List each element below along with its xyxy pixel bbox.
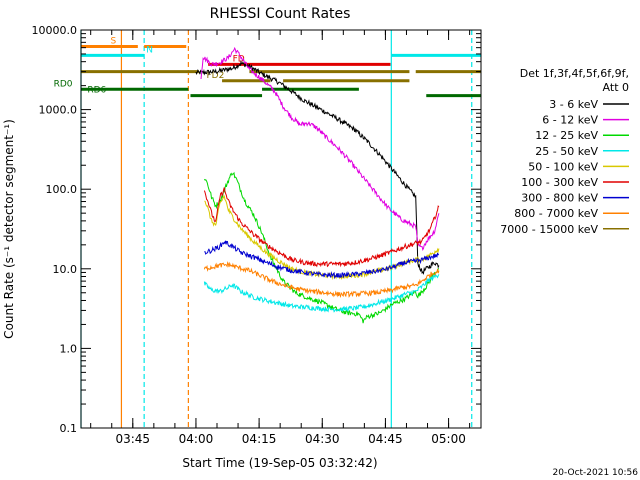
plot-frame: [80, 29, 482, 429]
flag-label-rd6: RD6: [87, 86, 106, 96]
legend-label-100-300-kev: 100 - 300 keV: [521, 176, 598, 189]
series-line-800-7000-kev: [203, 261, 440, 298]
series-line-6-12-kev: [200, 46, 440, 252]
series-line-3-6-kev: [195, 60, 440, 275]
legend: Det 1f,3f,4f,5f,6f,9f,Att 0 3 - 6 keV 6 - …: [500, 67, 629, 236]
y-tick-label: 0.1: [60, 422, 78, 435]
series-line-25-50-kev: [203, 273, 440, 313]
y-tick-label: 1.0: [60, 342, 78, 355]
x-tick-label: 04:45: [368, 432, 403, 446]
legend-label-3-6-kev: 3 - 6 keV: [549, 98, 598, 111]
chart-title: RHESSI Count Rates: [210, 6, 351, 22]
legend-header-line-1: Att 0: [603, 81, 629, 94]
series-line-50-100-kev: [204, 195, 440, 281]
data-layer: S N FD FD2 RD0 RD6: [54, 30, 481, 428]
x-tick-label: 04:15: [242, 432, 277, 446]
flag-label-fd2: FD2: [206, 71, 224, 81]
x-tick-label: 04:30: [305, 432, 340, 446]
legend-label-6-12-kev: 6 - 12 keV: [542, 114, 598, 127]
legend-label-25-50-kev: 25 - 50 keV: [535, 145, 598, 158]
legend-label-12-25-kev: 12 - 25 keV: [535, 129, 598, 142]
axes-layer: 10000.0 1000.0 100.0 10.0 1.0 0.1 03:45 04:00 04…: [32, 24, 481, 446]
flag-label-n: N: [146, 45, 153, 55]
flag-label-fd: FD: [233, 54, 245, 64]
legend-label-7000-15000-kev: 7000 - 15000 keV: [500, 223, 598, 236]
legend-label-800-7000-kev: 800 - 7000 keV: [514, 207, 598, 220]
legend-header-line-0: Det 1f,3f,4f,5f,6f,9f,: [520, 67, 629, 80]
series-line-12-25-kev: [203, 171, 439, 324]
x-axis-label: Start Time (19-Sep-05 03:32:42): [182, 456, 377, 470]
series-line-100-300-kev: [203, 187, 440, 268]
flag-label-rd0: RD0: [54, 79, 73, 89]
y-tick-label: 10.0: [53, 263, 78, 276]
series-line-300-800-kev: [204, 240, 439, 280]
y-tick-label: 10000.0: [32, 24, 78, 37]
flag-label-s: S: [110, 37, 116, 47]
legend-label-50-100-kev: 50 - 100 keV: [528, 160, 598, 173]
y-tick-label: 1000.0: [39, 104, 78, 117]
timestamp: 20-Oct-2021 10:56: [553, 468, 639, 478]
x-tick-label: 04:00: [179, 432, 214, 446]
y-axis-label: Count Rate (s⁻¹ detector segment⁻¹): [2, 119, 16, 339]
y-tick-label: 100.0: [46, 183, 78, 196]
x-tick-label: 03:45: [115, 432, 150, 446]
legend-label-300-800-kev: 300 - 800 keV: [521, 192, 598, 205]
x-tick-label: 05:00: [431, 432, 466, 446]
